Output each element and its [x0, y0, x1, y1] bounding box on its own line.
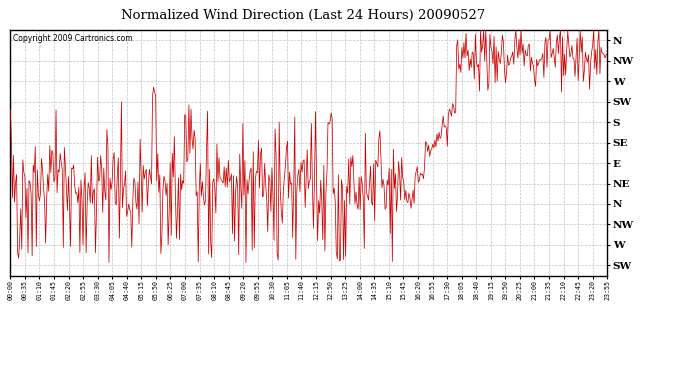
Text: Copyright 2009 Cartronics.com: Copyright 2009 Cartronics.com: [13, 34, 133, 43]
Text: Normalized Wind Direction (Last 24 Hours) 20090527: Normalized Wind Direction (Last 24 Hours…: [121, 9, 486, 22]
